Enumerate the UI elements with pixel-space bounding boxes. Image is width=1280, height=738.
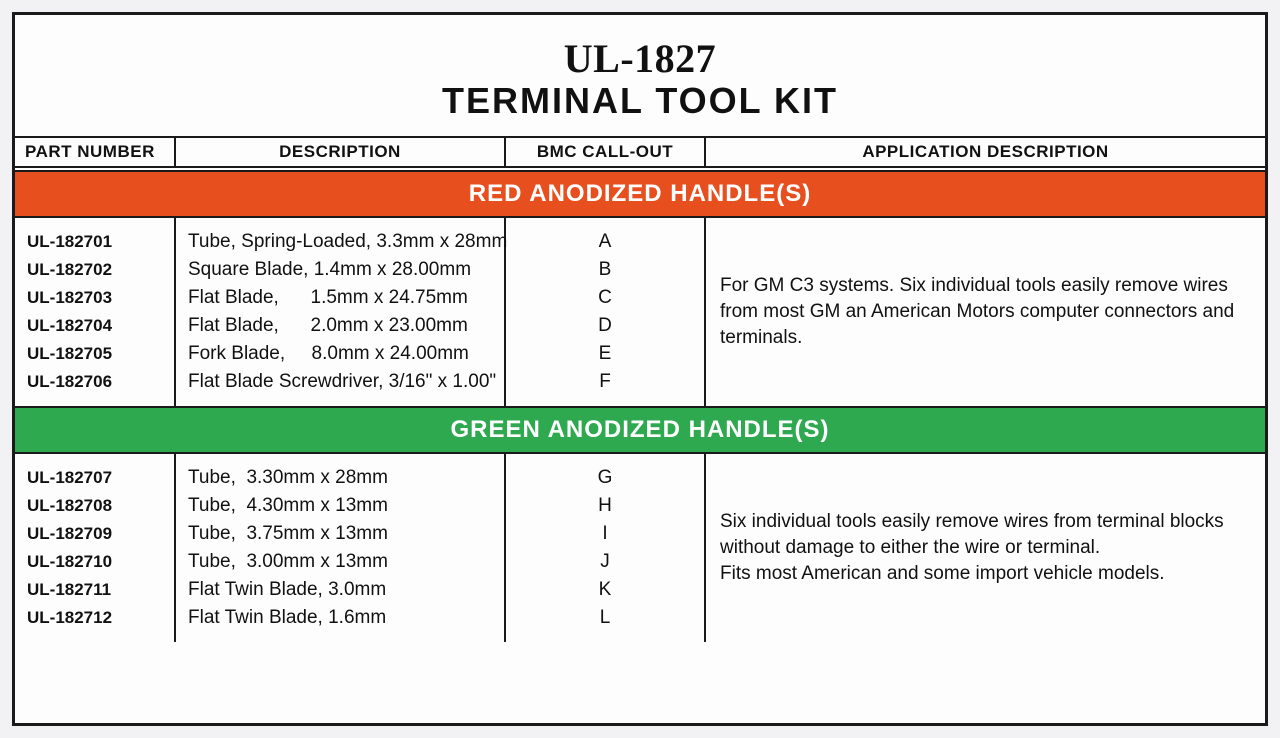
description-cell: Tube, 3.30mm x 28mmTube, 4.30mm x 13mmTu… bbox=[175, 453, 505, 642]
title-main: UL-1827 bbox=[15, 35, 1265, 82]
title-sub: TERMINAL TOOL KIT bbox=[15, 80, 1265, 122]
application-cell: For GM C3 systems. Six individual tools … bbox=[705, 217, 1265, 407]
column-header: PART NUMBER bbox=[15, 137, 175, 167]
column-header: DESCRIPTION bbox=[175, 137, 505, 167]
title-block: UL-1827 TERMINAL TOOL KIT bbox=[15, 15, 1265, 136]
section-header: GREEN ANODIZED HANDLE(S) bbox=[15, 407, 1265, 453]
spec-table: PART NUMBERDESCRIPTIONBMC CALL-OUTAPPLIC… bbox=[15, 136, 1265, 642]
callout-cell: ABCDEF bbox=[505, 217, 705, 407]
part-number-cell: UL-182701UL-182702UL-182703UL-182704UL-1… bbox=[15, 217, 175, 407]
callout-cell: GHIJKL bbox=[505, 453, 705, 642]
table-row: UL-182707UL-182708UL-182709UL-182710UL-1… bbox=[15, 453, 1265, 642]
section-header: RED ANODIZED HANDLE(S) bbox=[15, 171, 1265, 217]
spec-sheet: UL-1827 TERMINAL TOOL KIT PART NUMBERDES… bbox=[12, 12, 1268, 726]
table-row: UL-182701UL-182702UL-182703UL-182704UL-1… bbox=[15, 217, 1265, 407]
column-header: BMC CALL-OUT bbox=[505, 137, 705, 167]
part-number-cell: UL-182707UL-182708UL-182709UL-182710UL-1… bbox=[15, 453, 175, 642]
description-cell: Tube, Spring-Loaded, 3.3mm x 28mmSquare … bbox=[175, 217, 505, 407]
application-cell: Six individual tools easily remove wires… bbox=[705, 453, 1265, 642]
column-header: APPLICATION DESCRIPTION bbox=[705, 137, 1265, 167]
